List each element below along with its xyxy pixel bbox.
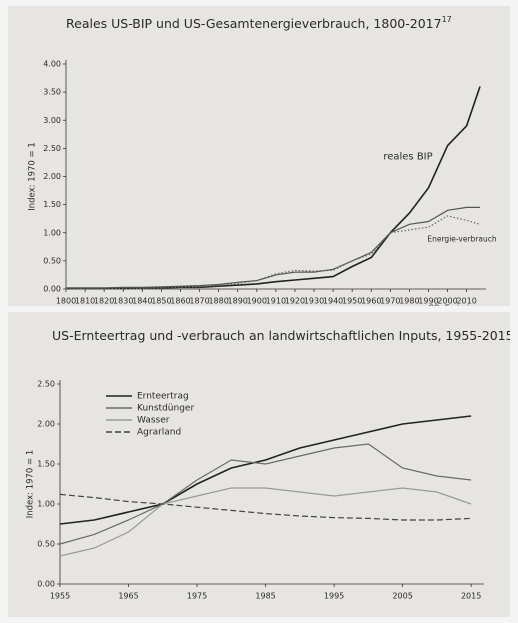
- x-tick-label: 1900: [247, 297, 267, 306]
- y-tick-label: 1.50: [43, 200, 61, 209]
- x-tick-label: 2000: [437, 297, 457, 306]
- legend-label: Kunstdünger: [137, 404, 194, 414]
- x-tick-label: 1940: [323, 297, 343, 306]
- x-tick-label: 1810: [75, 297, 95, 306]
- y-axis-label: Index: 1970 = 1: [28, 142, 38, 211]
- y-tick-label: 0.50: [37, 540, 55, 549]
- series-label: Energie-verbrauch: [427, 234, 496, 243]
- title-ref: 17: [442, 15, 452, 24]
- y-tick-label: 1.00: [37, 500, 55, 509]
- y-tick-label: 1.50: [37, 460, 55, 469]
- x-tick-label: 1985: [255, 592, 275, 601]
- y-tick-label: 1.00: [43, 228, 61, 237]
- panel: US-Ernteertrag und -verbrauch an landwir…: [8, 312, 518, 617]
- x-tick-label: 2010: [456, 297, 476, 306]
- x-tick-label: 1920: [285, 297, 305, 306]
- y-tick-label: 2.00: [37, 420, 55, 429]
- legend-label: Wasser: [137, 416, 170, 426]
- x-tick-label: 2005: [392, 592, 412, 601]
- data-line: [59, 487, 472, 557]
- x-tick-label: 1860: [170, 297, 190, 306]
- x-tick-label: 1960: [361, 297, 381, 306]
- x-tick-label: 1970: [380, 297, 400, 306]
- x-tick-label: 1830: [113, 297, 133, 306]
- y-tick-label: 0.00: [43, 285, 61, 294]
- data-line: [59, 493, 472, 521]
- y-axis-label: Index: 1970 = 1: [26, 450, 36, 519]
- data-line: [66, 215, 481, 290]
- x-tick-label: 1995: [324, 592, 344, 601]
- x-tick-label: 1850: [151, 297, 171, 306]
- chart-title: US-Ernteertrag und -verbrauch an landwir…: [52, 327, 510, 343]
- y-tick-label: 4.00: [43, 60, 61, 69]
- x-tick-label: 1990: [418, 297, 438, 306]
- chart: Reales US-BIP und US-Gesamtenergieverbra…: [28, 15, 497, 313]
- y-tick-label: 0.00: [37, 580, 55, 589]
- chart-title: Reales US-BIP und US-Gesamtenergieverbra…: [66, 15, 452, 31]
- x-tick-label: 1800: [56, 297, 76, 306]
- x-tick-label: 1910: [266, 297, 286, 306]
- chart: US-Ernteertrag und -verbrauch an landwir…: [26, 327, 518, 601]
- x-tick-label: 2015: [461, 592, 481, 601]
- data-line: [59, 443, 472, 545]
- data-line: [66, 86, 481, 290]
- data-line: [59, 415, 472, 525]
- series-label: reales BIP: [383, 152, 432, 163]
- x-tick-label: 1965: [118, 592, 138, 601]
- x-tick-label: 1955: [50, 592, 70, 601]
- data-line: [66, 206, 480, 289]
- y-tick-label: 0.50: [43, 256, 61, 265]
- x-tick-label: 1975: [187, 592, 207, 601]
- x-tick-label: 1950: [342, 297, 362, 306]
- x-tick-label: 1870: [189, 297, 209, 306]
- y-tick-label: 2.00: [43, 172, 61, 181]
- y-tick-label: 3.50: [43, 88, 61, 97]
- title-text: US-Ernteertrag und -verbrauch an landwir…: [52, 328, 510, 343]
- series-label: CO₂ Emissionen: [428, 303, 488, 306]
- title-text: Reales US-BIP und US-Gesamtenergieverbra…: [66, 16, 442, 31]
- x-tick-label: 1980: [399, 297, 419, 306]
- x-tick-label: 1890: [228, 297, 248, 306]
- x-tick-label: 1880: [208, 297, 228, 306]
- x-tick-label: 1930: [304, 297, 324, 306]
- y-tick-label: 2.50: [43, 144, 61, 153]
- y-tick-label: 2.50: [37, 380, 55, 389]
- legend-label: Agrarland: [137, 428, 181, 438]
- panel: Reales US-BIP und US-Gesamtenergieverbra…: [8, 6, 510, 313]
- legend-label: Ernteertrag: [137, 392, 189, 402]
- x-tick-label: 1840: [132, 297, 152, 306]
- y-tick-label: 3.00: [43, 116, 61, 125]
- x-tick-label: 1820: [94, 297, 114, 306]
